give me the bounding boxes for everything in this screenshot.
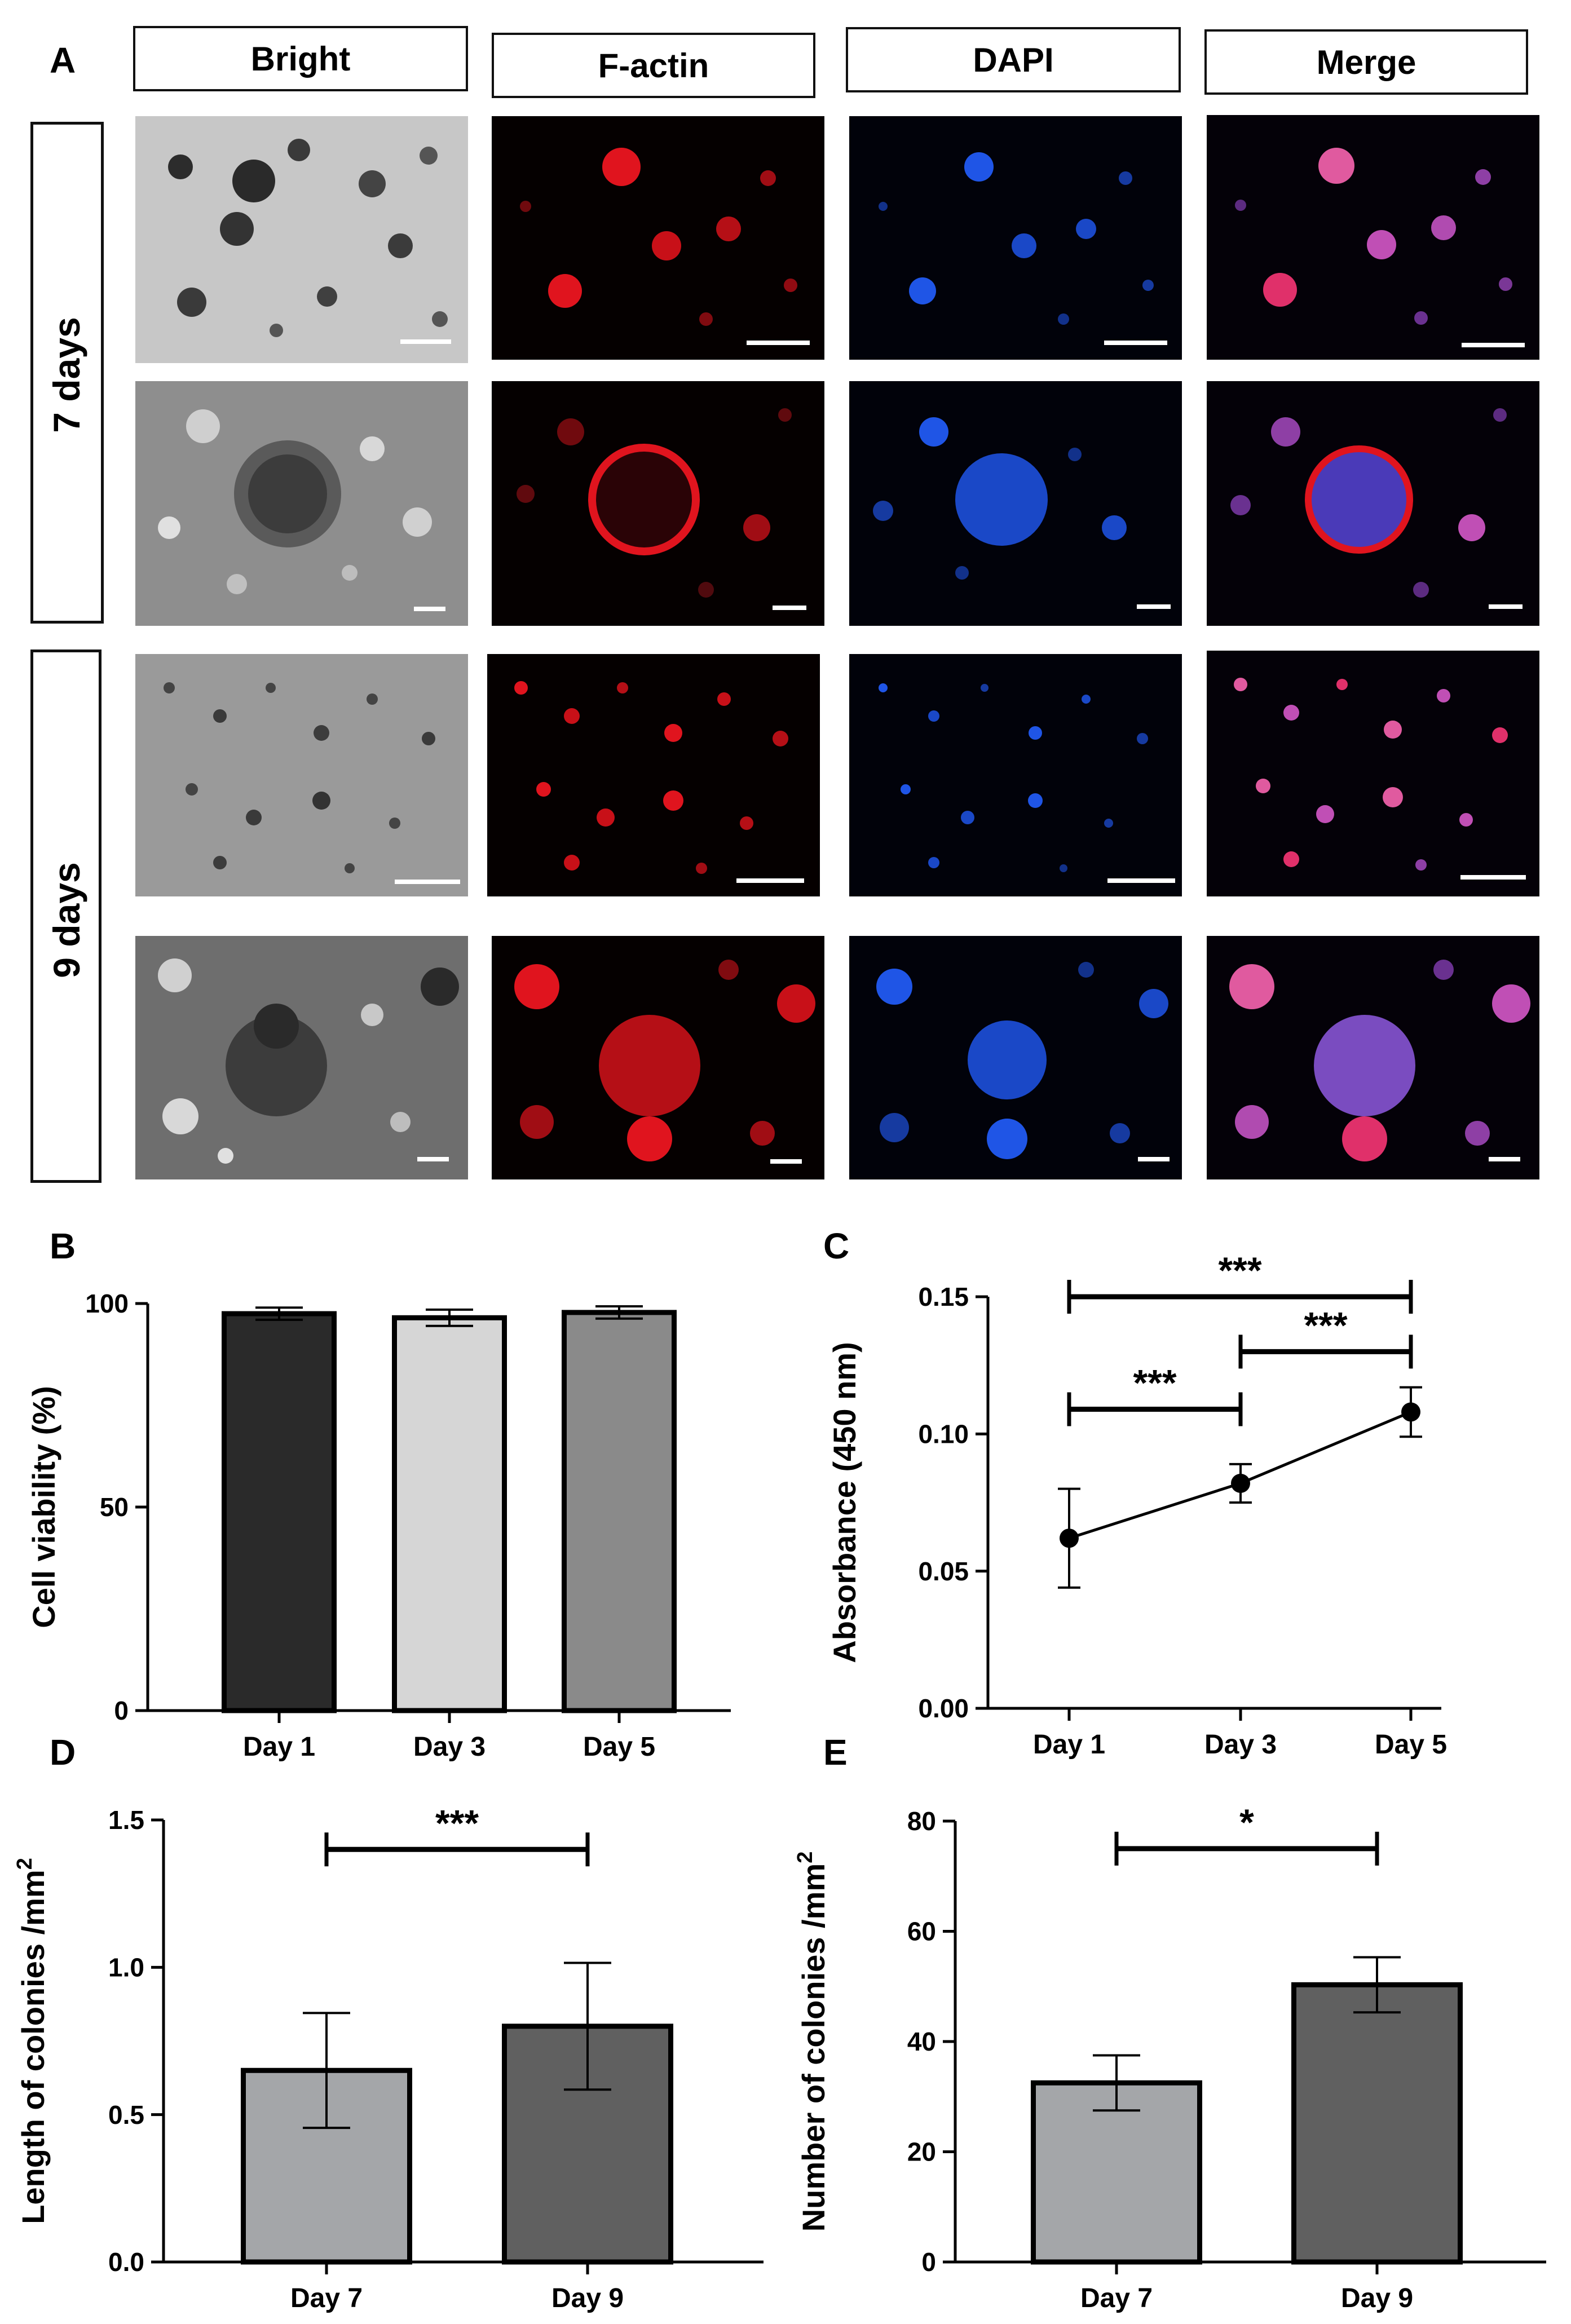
micrograph-merge-7d-2 xyxy=(1207,381,1539,626)
panel-c-data-point xyxy=(1060,1528,1079,1548)
panel-c-letter: C xyxy=(823,1226,849,1266)
scale-bar xyxy=(773,606,806,610)
micrograph-merge-9d-2 xyxy=(1207,936,1539,1179)
row-label-box-9-days xyxy=(30,650,102,1183)
panel-b-category-label: Day 1 xyxy=(243,1732,315,1762)
column-header-merge: Merge xyxy=(1204,29,1528,95)
panel-e-letter: E xyxy=(823,1732,848,1773)
panel-c-significance-label: *** xyxy=(1218,1249,1261,1291)
micrograph-merge-7d-1 xyxy=(1207,115,1539,360)
panel-b-category-label: Day 5 xyxy=(583,1732,655,1762)
scale-bar xyxy=(770,1159,802,1164)
panel-c-y-tick-label: 0.10 xyxy=(918,1419,969,1448)
micrograph-dapi-7d-2 xyxy=(849,381,1182,626)
scale-bar xyxy=(747,341,810,345)
panel-d-significance-label: *** xyxy=(435,1802,479,1844)
micrograph-bright-9d-1 xyxy=(135,654,468,896)
panel-d-category-label: Day 7 xyxy=(290,2283,363,2313)
scale-bar xyxy=(1104,341,1167,345)
micrograph-bright-9d-2 xyxy=(135,936,468,1179)
panel-e-y-tick-label: 80 xyxy=(907,1806,936,1836)
panel-d-y-axis-title: Length of colonies /mm2 xyxy=(13,1858,51,2224)
panel-e-y-tick-label: 0 xyxy=(921,2247,936,2277)
scale-bar xyxy=(417,1157,449,1161)
scale-bar xyxy=(414,607,445,611)
panel-e-y-axis-title: Number of colonies /mm2 xyxy=(793,1852,831,2232)
scale-bar xyxy=(1489,604,1523,609)
scale-bar xyxy=(1489,1157,1520,1161)
micrograph-bright-7d-2 xyxy=(135,381,468,626)
panel-e-category-label: Day 9 xyxy=(1341,2283,1413,2313)
column-header-f-actin: F-actin xyxy=(492,33,815,98)
panel-b-y-tick-label: 100 xyxy=(85,1289,129,1318)
scale-bar xyxy=(736,878,804,883)
panel-c-category-label: Day 1 xyxy=(1033,1730,1105,1760)
panel-d-letter: D xyxy=(50,1732,76,1773)
panel-e-y-tick-label: 20 xyxy=(907,2137,936,2167)
panel-b-bar xyxy=(392,1315,507,1713)
column-header-bright: Bright xyxy=(133,26,468,91)
column-header-dapi: DAPI xyxy=(846,27,1181,92)
scale-bar xyxy=(1462,343,1525,347)
panel-d-y-axis-title-superscript: 2 xyxy=(13,1858,37,1870)
panel-e-significance-label: * xyxy=(1239,1801,1254,1843)
micrograph-f-actin-7d-2 xyxy=(492,381,824,626)
panel-e-y-tick-label: 60 xyxy=(907,1917,936,1946)
panel-c-y-tick-label: 0.00 xyxy=(918,1694,969,1723)
panel-e-y-axis-title-superscript: 2 xyxy=(793,1852,817,1863)
panel-b-bar xyxy=(562,1310,677,1713)
panel-c-category-label: Day 5 xyxy=(1375,1730,1447,1760)
panel-d-y-tick-label: 0.5 xyxy=(108,2100,144,2129)
panel-c-y-tick-label: 0.05 xyxy=(918,1557,969,1586)
panel-b-y-tick-label: 0 xyxy=(114,1696,129,1725)
micrograph-dapi-9d-2 xyxy=(849,936,1182,1179)
micrograph-f-actin-9d-2 xyxy=(492,936,824,1179)
panel-c-significance-label: *** xyxy=(1304,1304,1347,1346)
panel-c-data-point xyxy=(1231,1473,1250,1493)
panel-e-bar xyxy=(1291,1982,1463,2265)
micrograph-bright-7d-1 xyxy=(135,116,468,363)
panel-c-data-point xyxy=(1401,1402,1420,1422)
panel-d-category-label: Day 9 xyxy=(551,2283,624,2313)
scale-bar xyxy=(1460,875,1526,880)
scale-bar xyxy=(1137,604,1171,609)
panel-e-y-tick-label: 40 xyxy=(907,2027,936,2056)
panel-d-y-tick-label: 0.0 xyxy=(108,2247,144,2277)
panel-b-letter: B xyxy=(50,1226,76,1266)
scale-bar xyxy=(1138,1157,1170,1161)
panel-c-significance-label: *** xyxy=(1133,1362,1176,1404)
panel-b-category-label: Day 3 xyxy=(413,1732,486,1762)
panel-e-category-label: Day 7 xyxy=(1080,2283,1153,2313)
panel-d-y-tick-label: 1.5 xyxy=(108,1805,144,1835)
row-label-box-7-days xyxy=(30,122,104,624)
scale-bar xyxy=(400,339,451,344)
panel-c-category-label: Day 3 xyxy=(1204,1730,1277,1760)
panel-b-y-axis-title: Cell viability (%) xyxy=(26,1386,61,1628)
micrograph-merge-9d-1 xyxy=(1207,651,1539,896)
micrograph-dapi-7d-1 xyxy=(849,116,1182,360)
panel-c-y-axis-title: Absorbance (450 nm) xyxy=(827,1342,862,1663)
panel-a-letter: A xyxy=(50,40,76,81)
panel-b-y-tick-label: 50 xyxy=(100,1492,129,1522)
micrograph-f-actin-9d-1 xyxy=(487,654,820,896)
micrograph-dapi-9d-1 xyxy=(849,654,1182,896)
micrograph-f-actin-7d-1 xyxy=(492,116,824,360)
panel-d-y-tick-label: 1.0 xyxy=(108,1952,144,1982)
panel-c-y-tick-label: 0.15 xyxy=(918,1282,969,1311)
scale-bar xyxy=(1107,878,1175,883)
panel-b-bar xyxy=(222,1311,337,1713)
panel-e-bar xyxy=(1031,2080,1202,2265)
scale-bar xyxy=(395,880,460,884)
